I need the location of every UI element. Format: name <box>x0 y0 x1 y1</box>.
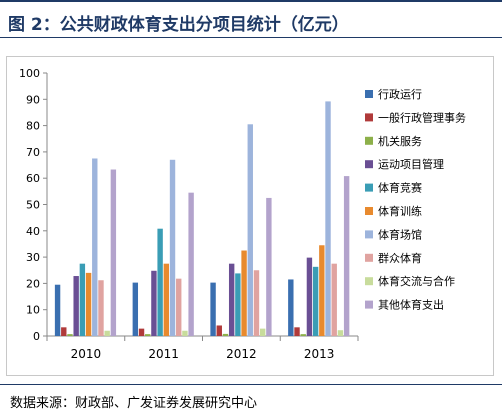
bar <box>337 330 344 336</box>
legend-label: 体育竞赛 <box>378 181 422 195</box>
legend-label: 其他体育支出 <box>378 298 444 312</box>
bar <box>61 327 67 336</box>
bar <box>182 330 188 336</box>
legend-label: 体育训练 <box>378 204 422 218</box>
legend-swatch <box>365 136 373 145</box>
bar <box>79 263 86 336</box>
bar <box>343 176 350 336</box>
bar <box>247 124 253 336</box>
legend-swatch <box>365 90 373 98</box>
bar <box>312 266 319 336</box>
bar <box>104 330 110 336</box>
bar <box>176 278 182 336</box>
legend-swatch <box>365 300 373 309</box>
bar <box>228 263 235 336</box>
x-tick-label: 2013 <box>304 347 335 361</box>
legend-label: 机关服务 <box>378 134 422 148</box>
bar <box>306 257 313 336</box>
legend-label: 行政运行 <box>378 87 422 101</box>
legend-label: 体育交流与合作 <box>378 274 455 288</box>
legend-swatch <box>365 183 373 192</box>
bar <box>145 334 151 336</box>
y-tick-label: 90 <box>26 93 40 106</box>
title-bar: 图 2：公共财政体育支出分项目统计（亿元） <box>0 0 502 38</box>
x-tick-label: 2010 <box>71 347 102 361</box>
bar <box>110 169 117 336</box>
bar <box>241 250 247 336</box>
bar <box>169 159 176 336</box>
bar <box>216 325 222 336</box>
bar <box>235 273 241 336</box>
legend-label: 体育场馆 <box>378 227 422 241</box>
bar <box>319 245 325 336</box>
bar <box>266 197 272 336</box>
x-tick-label: 2012 <box>226 347 257 361</box>
legend-swatch <box>365 113 373 122</box>
x-tick-label: 2011 <box>148 347 179 361</box>
y-tick-label: 60 <box>26 172 40 185</box>
y-tick-label: 30 <box>26 251 40 264</box>
source-note: 数据来源：财政部、广发证券发展研究中心 <box>10 396 258 411</box>
legend-swatch <box>365 277 373 286</box>
bar <box>210 282 216 336</box>
legend-swatch <box>365 230 373 239</box>
bar <box>138 328 145 336</box>
y-tick-label: 20 <box>26 277 40 290</box>
bar <box>253 270 260 336</box>
legend-swatch <box>365 160 373 169</box>
bar <box>157 228 163 336</box>
bar <box>163 263 170 336</box>
bar <box>259 328 266 336</box>
y-tick-label: 10 <box>26 304 40 317</box>
bar <box>54 284 61 336</box>
y-tick-label: 50 <box>26 199 40 212</box>
chart-frame: 0 10 20 30 40 50 60 70 80 90 100 2010 2011 2012 2013 行政… <box>6 56 494 376</box>
bar <box>73 276 79 336</box>
y-tick-label: 70 <box>26 146 40 159</box>
y-tick-label: 100 <box>19 67 40 80</box>
legend-label: 运动项目管理 <box>378 157 444 171</box>
bar <box>85 272 92 336</box>
bar <box>222 333 229 336</box>
bar <box>325 101 331 337</box>
legend-swatch <box>365 207 373 215</box>
y-tick-label: 80 <box>26 120 40 133</box>
bar <box>132 282 139 336</box>
legend-label: 一般行政管理事务 <box>378 110 466 124</box>
chart-title: 图 2：公共财政体育支出分项目统计（亿元） <box>8 15 349 35</box>
legend-label: 群众体育 <box>378 251 422 265</box>
bar <box>288 279 294 336</box>
y-tick-label: 40 <box>26 225 40 238</box>
bar <box>331 263 337 336</box>
bar <box>67 334 73 336</box>
bar <box>188 192 194 336</box>
y-tick-label: 0 <box>33 330 40 343</box>
bar <box>151 270 157 336</box>
bar-chart: 0 10 20 30 40 50 60 70 80 90 100 2010 2011 2012 2013 行政… <box>19 67 466 361</box>
bar <box>294 327 300 336</box>
bar <box>98 280 104 336</box>
source-bar: 数据来源：财政部、广发证券发展研究中心 <box>0 384 502 416</box>
bar <box>300 334 306 336</box>
legend-swatch <box>365 253 373 262</box>
bar <box>92 158 98 336</box>
